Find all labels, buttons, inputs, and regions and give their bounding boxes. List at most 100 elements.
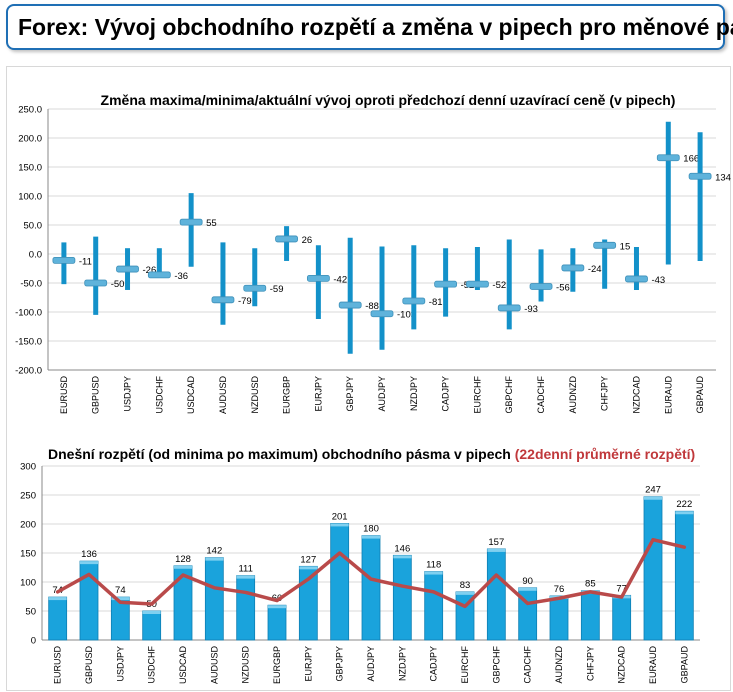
page-title: Forex: Vývoj obchodního rozpětí a změna … — [18, 14, 733, 40]
range-bar — [486, 548, 506, 641]
y-tick-label: 200 — [20, 520, 36, 531]
current-marker — [306, 274, 330, 282]
bar-highlight — [48, 597, 67, 601]
data-label: 180 — [363, 524, 379, 535]
current-marker — [497, 304, 521, 312]
x-tick-label: CADJPY — [429, 646, 439, 682]
data-label: 15 — [620, 241, 631, 252]
bar-highlight — [174, 565, 192, 569]
data-label: 85 — [585, 579, 596, 590]
y-tick-label: 50.0 — [24, 221, 43, 232]
data-label: 146 — [394, 543, 410, 554]
x-tick-label: EURCHF — [460, 645, 470, 683]
data-label: 118 — [426, 560, 441, 571]
bar-highlight — [644, 496, 662, 500]
y-tick-label: 0 — [31, 636, 36, 647]
data-label: -11 — [79, 256, 92, 267]
current-marker — [561, 264, 585, 272]
y-tick-label: 250.0 — [18, 105, 42, 116]
range-bar — [580, 590, 600, 641]
data-label: 127 — [300, 554, 316, 565]
current-marker — [243, 284, 267, 292]
chart-2-title-average: (22denní průměrné rozpětí) — [515, 446, 695, 462]
current-marker — [625, 275, 648, 283]
y-tick-label: 100.0 — [18, 192, 42, 203]
bar-highlight — [299, 566, 318, 570]
bar-highlight — [330, 523, 349, 527]
y-tick-label: 300 — [20, 462, 36, 473]
x-tick-label: USDCHF — [147, 645, 157, 683]
data-label: 90 — [522, 576, 533, 587]
x-tick-label: GBPAUD — [695, 376, 705, 414]
current-marker — [593, 241, 617, 249]
current-marker — [52, 256, 76, 264]
bar-highlight — [487, 548, 506, 552]
current-marker — [116, 265, 139, 273]
average-range-line — [55, 537, 687, 609]
range-bar — [267, 604, 287, 641]
bar-highlight — [111, 597, 130, 601]
data-label: 222 — [676, 499, 692, 510]
data-label: 128 — [175, 554, 191, 565]
range-bar — [643, 496, 663, 641]
x-tick-label: EURJPY — [303, 646, 313, 682]
data-label: 83 — [460, 580, 471, 591]
x-tick-label: GBPAUD — [679, 646, 689, 684]
x-tick-label: AUDUSD — [218, 376, 228, 415]
x-tick-label: USDJPY — [123, 376, 133, 412]
x-tick-label: EURCHF — [472, 375, 482, 413]
x-tick-label: USDCAD — [186, 376, 196, 415]
data-label: 166 — [683, 154, 699, 165]
y-tick-label: 50 — [25, 607, 36, 618]
range-bar — [330, 523, 350, 641]
range-bar — [142, 610, 162, 641]
data-label: -43 — [651, 275, 665, 286]
data-label: 136 — [81, 549, 97, 560]
x-tick-label: NZDUSD — [241, 646, 251, 684]
data-label: -26 — [143, 265, 157, 276]
x-tick-label: EURUSD — [59, 376, 69, 415]
y-tick-label: -50.0 — [20, 279, 42, 290]
y-tick-label: -100.0 — [15, 308, 42, 319]
data-label: -42 — [333, 274, 347, 285]
x-tick-label: NZDJPY — [397, 646, 407, 681]
range-bar — [204, 557, 224, 641]
x-tick-label: EURJPY — [313, 376, 323, 412]
x-tick-label: CHFJPY — [585, 646, 595, 681]
x-tick-label: NZDCAD — [617, 646, 627, 684]
data-label: -81 — [429, 297, 443, 308]
x-tick-label: EURAUD — [648, 646, 658, 685]
current-marker — [147, 271, 171, 279]
bar-highlight — [362, 535, 380, 539]
chart-2-title-main: Dnešní rozpětí (od minima po maximum) ob… — [48, 446, 515, 462]
bar-highlight — [80, 561, 98, 565]
data-label: 201 — [332, 511, 348, 522]
data-label: -50 — [111, 279, 125, 290]
data-label: -103 — [397, 310, 416, 321]
bar-highlight — [142, 611, 161, 614]
x-tick-label: GBPJPY — [335, 646, 345, 682]
current-marker — [434, 280, 458, 288]
current-marker — [275, 235, 298, 243]
current-marker — [466, 280, 489, 288]
data-label: -93 — [524, 304, 538, 315]
y-tick-label: 150.0 — [18, 163, 42, 174]
y-tick-label: 200.0 — [18, 134, 42, 145]
x-tick-label: AUDNZD — [568, 376, 578, 414]
range-bar — [549, 595, 569, 641]
x-tick-label: EURUSD — [53, 646, 63, 685]
range-bar — [674, 510, 694, 641]
data-label: 77 — [616, 583, 627, 594]
data-label: -59 — [270, 284, 284, 295]
x-tick-label: NZDJPY — [409, 376, 419, 411]
x-tick-label: AUDNZD — [554, 646, 564, 684]
current-marker — [211, 296, 235, 304]
page-header: Forex: Vývoj obchodního rozpětí a změna … — [6, 4, 733, 50]
data-label: 134 — [715, 172, 731, 183]
y-tick-label: 100 — [20, 578, 36, 589]
x-tick-label: GBPUSD — [91, 376, 101, 415]
chart-1-title: Změna maxima/minima/aktuální vývoj oprot… — [101, 92, 676, 108]
x-tick-label: GBPCHF — [491, 646, 501, 684]
current-marker — [84, 279, 108, 287]
